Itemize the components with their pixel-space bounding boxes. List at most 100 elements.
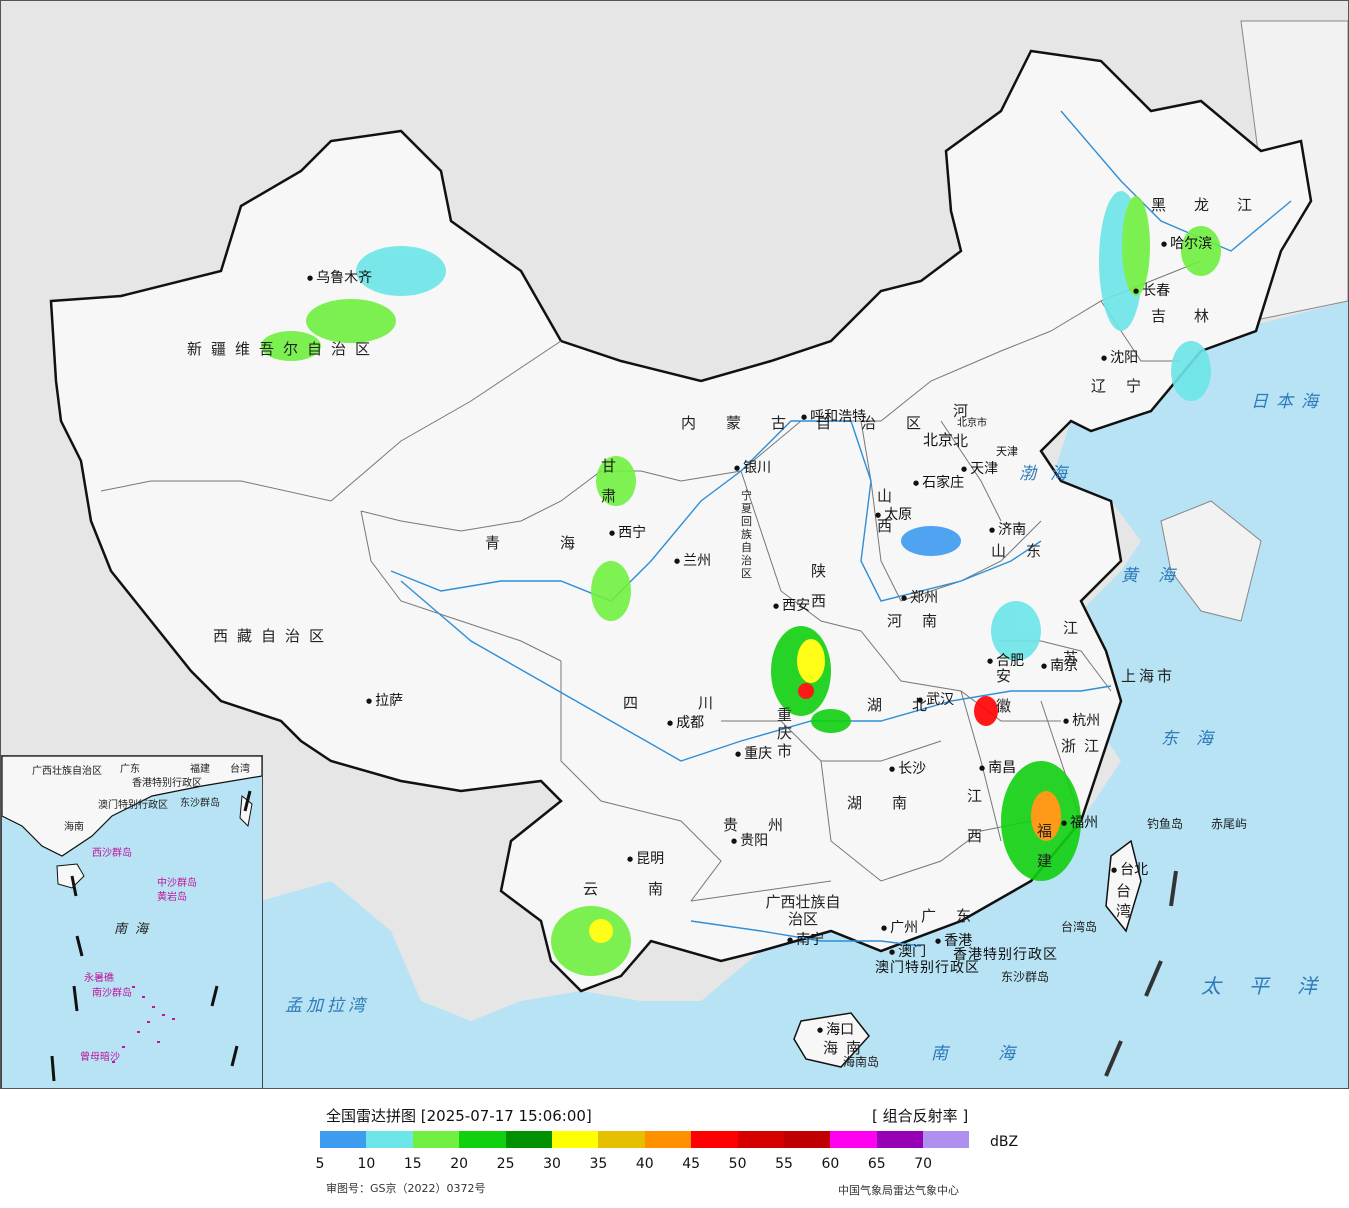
city-label: 广州 <box>881 921 918 935</box>
data-source: 中国气象局雷达气象中心 <box>838 1184 959 1197</box>
city-label: 石家庄 <box>913 476 964 490</box>
sea-label: 日本海 <box>1251 392 1326 412</box>
map-approval-number: 审图号：GS京（2022）0372号 <box>326 1182 486 1195</box>
tianjin-mini-label: 天津 <box>996 445 1018 458</box>
city-label: 呼和浩特 <box>801 410 866 424</box>
province-label: 山东 <box>991 542 1062 560</box>
radar-map: 新疆维吾尔自治区 西藏自治区 青海 甘肃 内蒙古自治区 黑龙江 吉林 辽宁 河北… <box>0 0 1349 1089</box>
province-label: 浙江 <box>1061 737 1108 755</box>
inset-label: 永暑礁 <box>84 973 114 984</box>
province-label: 上海市 <box>1121 667 1176 685</box>
inset-label: 香港特别行政区 <box>132 778 202 789</box>
map-canvas <box>49 20 1348 1088</box>
inset-label: 海南 <box>64 822 84 833</box>
province-label: 台湾 <box>1116 882 1132 920</box>
legend-tick-label: 55 <box>775 1156 793 1172</box>
province-label: 重庆市 <box>777 706 793 760</box>
city-label: 银川 <box>734 461 771 475</box>
city-label: 重庆 <box>735 747 772 761</box>
legend-swatch <box>505 1131 552 1148</box>
sea-boundary <box>1104 870 1178 1077</box>
city-label: 杭州 <box>1063 714 1100 728</box>
island-label: 钓鱼岛 <box>1147 817 1184 831</box>
legend-tick-label: 10 <box>357 1156 376 1172</box>
province-label: 辽宁 <box>1091 377 1162 395</box>
city-label: 南宁 <box>787 933 824 947</box>
province-label: 黑龙江 <box>1151 196 1281 214</box>
legend-swatch <box>830 1131 877 1148</box>
city-label: 长春 <box>1133 284 1170 298</box>
inset-label: 台湾 <box>230 764 250 775</box>
province-label: 新疆维吾尔自治区 <box>187 340 380 358</box>
city-label: 武汉 <box>917 693 954 707</box>
city-label: 合肥 <box>987 654 1024 668</box>
legend-tick-label: 40 <box>635 1156 654 1172</box>
inset-label: 黄岩岛 <box>157 892 187 903</box>
city-label: 台北 <box>1111 863 1148 877</box>
city-label: 拉萨 <box>366 694 403 708</box>
city-label: 西宁 <box>609 526 646 540</box>
city-label: 贵阳 <box>731 834 768 848</box>
capital-mini-label: 北京市 <box>957 418 987 429</box>
sea-label: 东海 <box>1161 729 1231 749</box>
south-china-sea-inset: 广西壮族自治区 广东 福建 台湾 香港特别行政区 澳门特别行政区 海南 东沙群岛… <box>1 755 263 1088</box>
legend-product: [ 组合反射率 ] <box>872 1107 969 1125</box>
province-label: 江西 <box>967 787 983 845</box>
province-label: 湖北 <box>867 696 958 714</box>
city-label: 沈阳 <box>1101 351 1138 365</box>
legend-swatch <box>412 1131 460 1148</box>
legend-tick-label: 50 <box>728 1156 747 1172</box>
province-label: 河北 <box>953 402 969 450</box>
inset-label: 广西壮族自治区 <box>32 766 102 777</box>
legend-swatch <box>923 1131 970 1148</box>
legend-swatch <box>691 1131 738 1148</box>
province-label: 河南 <box>887 612 958 630</box>
legend-tick-label: 30 <box>543 1156 561 1172</box>
city-label: 兰州 <box>674 554 711 568</box>
inset-label: 南沙群岛 <box>92 988 132 999</box>
legend-tick-label: 20 <box>450 1156 469 1172</box>
inset-canvas <box>2 756 262 1082</box>
special-region-label: 澳门特别行政区 <box>875 960 980 976</box>
province-label: 贵州 <box>723 816 814 834</box>
inset-label: 广东 <box>120 764 140 775</box>
legend-tick-label: 15 <box>403 1156 422 1172</box>
city-label: 乌鲁木齐 <box>307 271 372 285</box>
legend-tick-label: 45 <box>682 1156 701 1172</box>
island-label: 海南岛 <box>843 1055 880 1069</box>
legend-swatch <box>320 1131 367 1148</box>
city-label: 昆明 <box>627 852 664 866</box>
inset-label: 曾母暗沙 <box>80 1052 120 1063</box>
legend-colorbar <box>320 1131 970 1148</box>
province-label: 青海 <box>485 534 636 552</box>
city-label: 南昌 <box>979 761 1016 775</box>
legend-tick-label: 35 <box>589 1156 608 1172</box>
inset-label: 澳门特别行政区 <box>98 800 168 811</box>
inset-label: 西沙群岛 <box>92 848 132 859</box>
province-label: 宁夏回族自治区 <box>741 489 752 580</box>
city-label: 天津 <box>961 462 998 476</box>
radar-echoes <box>261 191 1221 976</box>
city-label: 济南 <box>989 523 1026 537</box>
legend-swatch <box>783 1131 831 1148</box>
ocean-west <box>261 881 701 1088</box>
sea-label: 渤海 <box>1019 464 1081 484</box>
inset-sea-label: 南海 <box>114 922 157 937</box>
legend-swatch <box>598 1131 645 1148</box>
legend-swatch <box>459 1131 506 1148</box>
special-region-label: 香港特别行政区 <box>953 947 1058 963</box>
province-label: 福建 <box>1037 822 1053 870</box>
island-label: 台湾岛 <box>1061 920 1098 934</box>
province-label: 吉林 <box>1151 307 1238 325</box>
legend-swatch <box>551 1131 599 1148</box>
inset-label: 东沙群岛 <box>180 798 220 809</box>
legend-swatch <box>876 1131 924 1148</box>
city-label: 香港 <box>935 934 972 948</box>
province-label: 海南 <box>823 1039 870 1057</box>
legend-swatch <box>737 1131 784 1148</box>
city-label: 澳门 <box>889 945 926 959</box>
ocean <box>701 301 1348 1088</box>
legend-tick-label: 5 <box>315 1156 325 1172</box>
sea-label: 孟加拉湾 <box>285 996 369 1016</box>
inset-label: 福建 <box>190 764 210 775</box>
